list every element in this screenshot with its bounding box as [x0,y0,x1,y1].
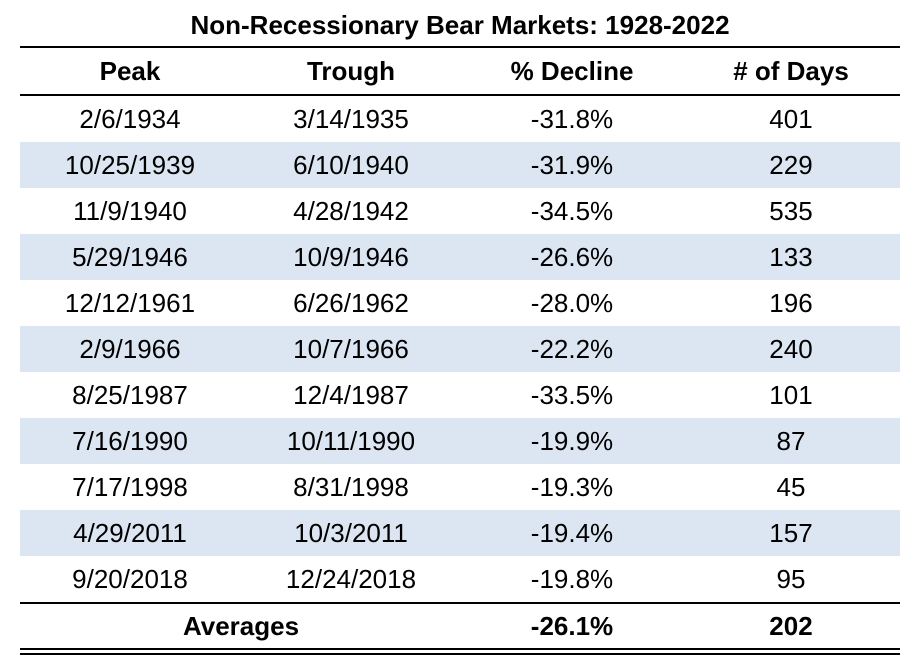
cell-decline: -28.0% [530,287,614,318]
cell-peak: 5/29/1946 [72,241,188,272]
table-row: 12/12/1961 6/26/1962 -28.0% 196 [20,280,900,326]
cell-days: 133 [769,241,813,272]
header-trough: Trough [306,55,396,86]
bottom-double-rule [20,648,900,655]
table-row: 7/17/1998 8/31/1998 -19.3% 45 [20,464,900,510]
cell-trough: 10/7/1966 [293,333,409,364]
cell-peak: 8/25/1987 [72,379,188,410]
cell-days: 157 [769,517,813,548]
cell-days: 101 [769,379,813,410]
cell-peak: 2/6/1934 [79,103,181,134]
cell-peak: 9/20/2018 [72,563,188,594]
cell-decline: -19.8% [530,563,614,594]
cell-decline: -31.9% [530,149,614,180]
table-title: Non-Recessionary Bear Markets: 1928-2022 [20,4,900,48]
cell-days: 240 [769,333,813,364]
cell-trough: 10/9/1946 [293,241,409,272]
table-row: 7/16/1990 10/11/1990 -19.9% 87 [20,418,900,464]
cell-decline: -19.3% [530,471,614,502]
table-row: 11/9/1940 4/28/1942 -34.5% 535 [20,188,900,234]
table-row: 10/25/1939 6/10/1940 -31.9% 229 [20,142,900,188]
cell-trough: 6/26/1962 [293,287,409,318]
cell-trough: 10/11/1990 [286,425,416,456]
cell-days: 196 [769,287,813,318]
table-row: 2/9/1966 10/7/1966 -22.2% 240 [20,326,900,372]
table-row: 2/6/1934 3/14/1935 -31.8% 401 [20,96,900,142]
cell-decline: -34.5% [530,195,614,226]
cell-peak: 12/12/1961 [64,287,196,318]
table-row: 9/20/2018 12/24/2018 -19.8% 95 [20,556,900,602]
cell-decline: -22.2% [530,333,614,364]
cell-decline: -19.4% [530,517,614,548]
cell-peak: 4/29/2011 [73,517,187,548]
cell-days: 229 [769,149,813,180]
cell-decline: -33.5% [530,379,614,410]
cell-peak: 2/9/1966 [79,333,181,364]
averages-label: Averages [182,610,300,641]
table-row: 4/29/2011 10/3/2011 -19.4% 157 [20,510,900,556]
cell-trough: 12/24/2018 [285,563,417,594]
cell-peak: 7/16/1990 [72,425,188,456]
cell-decline: -19.9% [530,425,614,456]
bear-market-table: Non-Recessionary Bear Markets: 1928-2022… [20,4,900,655]
cell-peak: 7/17/1998 [72,471,188,502]
header-decline: % Decline [510,55,634,86]
cell-decline: -26.6% [530,241,614,272]
table-row: 5/29/1946 10/9/1946 -26.6% 133 [20,234,900,280]
cell-peak: 11/9/1940 [73,195,187,226]
header-days: # of Days [733,55,849,86]
cell-trough: 8/31/1998 [293,471,409,502]
cell-peak: 10/25/1939 [64,149,196,180]
cell-decline: -31.8% [530,103,614,134]
averages-row: Averages -26.1% 202 [20,602,900,648]
header-peak: Peak [99,55,161,86]
cell-days: 45 [776,471,806,502]
cell-trough: 4/28/1942 [293,195,409,226]
table-row: 8/25/1987 12/4/1987 -33.5% 101 [20,372,900,418]
cell-days: 535 [769,195,813,226]
cell-days: 95 [776,563,806,594]
cell-trough: 10/3/2011 [294,517,408,548]
average-decline: -26.1% [530,610,614,641]
cell-trough: 6/10/1940 [293,149,409,180]
cell-days: 401 [769,103,813,134]
cell-trough: 12/4/1987 [293,379,409,410]
cell-trough: 3/14/1935 [293,103,409,134]
average-days: 202 [769,610,813,641]
header-row: Peak Trough % Decline # of Days [20,48,900,96]
cell-days: 87 [776,425,806,456]
